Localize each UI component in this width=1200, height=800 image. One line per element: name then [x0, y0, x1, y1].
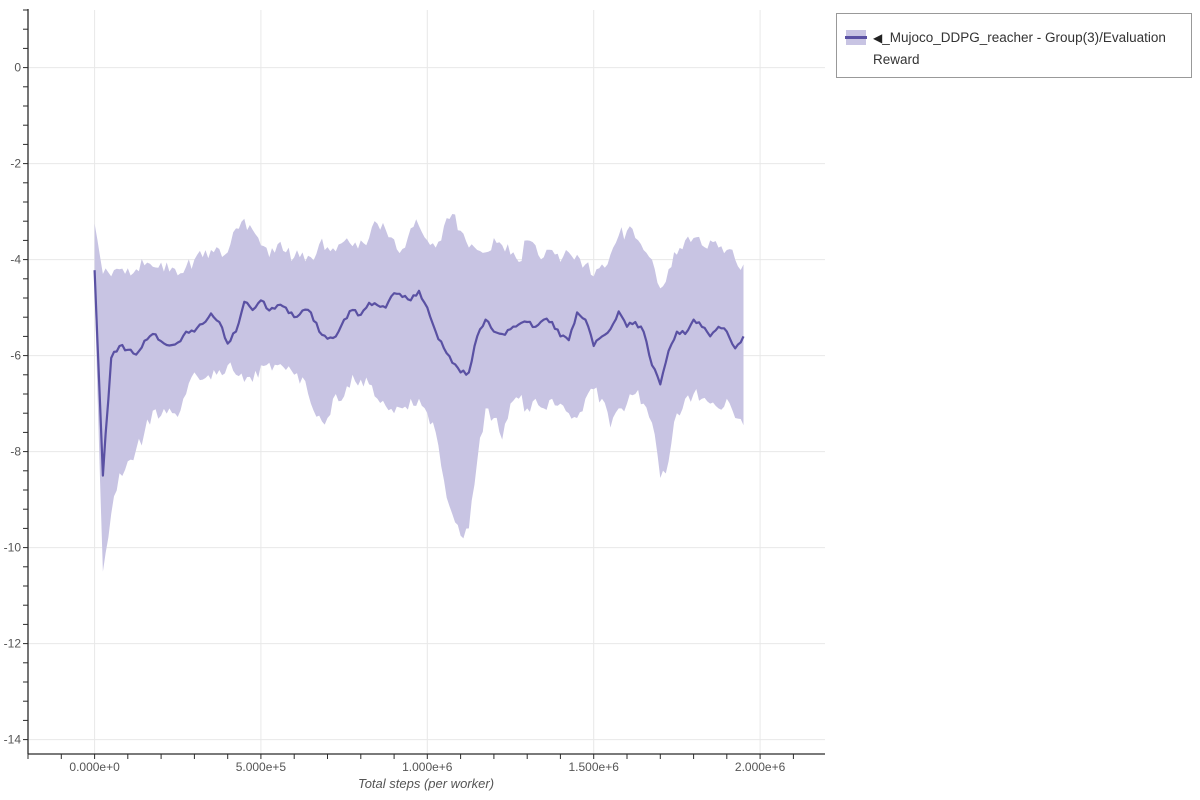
- y-tick-label: -8: [10, 445, 21, 459]
- y-tick-label: 0: [14, 61, 21, 75]
- x-tick-label: 0.000e+0: [69, 760, 120, 774]
- mean-line: [93, 270, 745, 477]
- y-tick-label: -2: [10, 157, 21, 171]
- y-tick-label: -14: [4, 733, 22, 747]
- y-tick-label: -12: [4, 637, 22, 651]
- x-tick-label: 1.000e+6: [402, 760, 453, 774]
- collapse-triangle-icon: ◀: [873, 31, 883, 45]
- legend-series-swatch: [845, 30, 867, 45]
- x-tick-label: 5.000e+5: [236, 760, 287, 774]
- x-tick-label: 2.000e+6: [735, 760, 786, 774]
- mean-line-swatch: [845, 36, 867, 39]
- legend-label[interactable]: ◀_Mujoco_DDPG_reacher - Group(3)/Evaluat…: [873, 27, 1175, 70]
- legend-series-name: _Mujoco_DDPG_reacher - Group(3)/Evaluati…: [873, 30, 1166, 67]
- y-tick-label: -6: [10, 349, 21, 363]
- confidence-band: [94, 214, 744, 572]
- legend[interactable]: ◀_Mujoco_DDPG_reacher - Group(3)/Evaluat…: [836, 13, 1192, 78]
- y-tick-label: -4: [10, 253, 21, 267]
- x-tick-label: 1.500e+6: [569, 760, 620, 774]
- y-tick-label: -10: [4, 541, 22, 555]
- x-axis-title: Total steps (per worker): [357, 776, 495, 791]
